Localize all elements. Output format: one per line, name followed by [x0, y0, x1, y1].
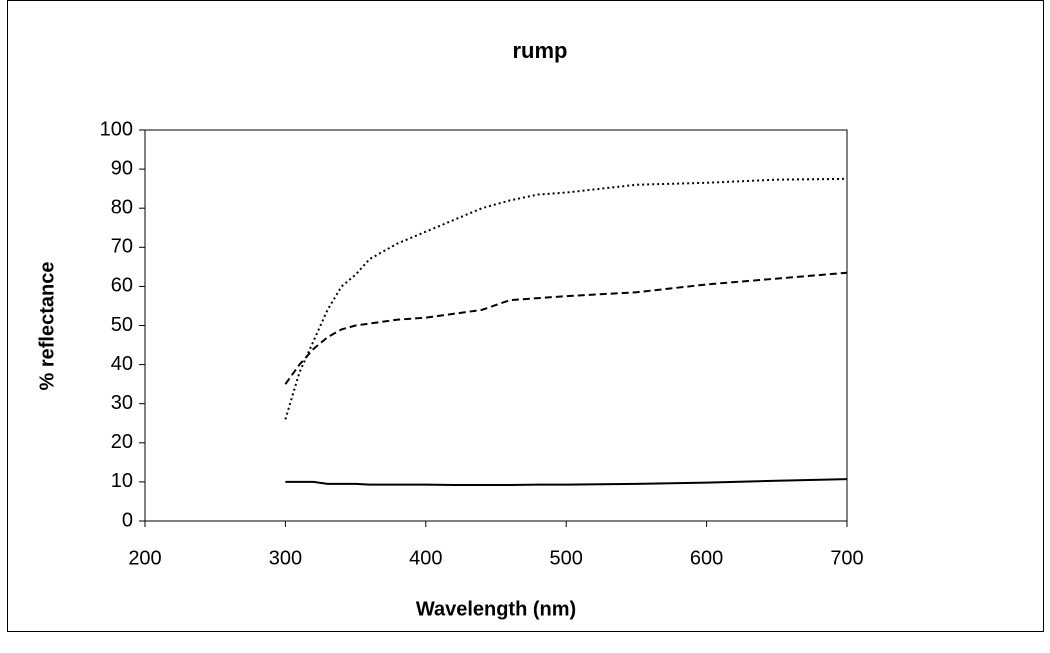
x-tick-label: 700: [830, 547, 863, 569]
chart-title: rump: [513, 38, 568, 63]
x-tick-label: 400: [409, 547, 442, 569]
x-tick-label: 300: [269, 547, 302, 569]
series-line: [285, 478, 848, 487]
series-line: [284, 271, 848, 385]
y-tick-label: 20: [111, 431, 133, 453]
series-line: [284, 177, 848, 420]
x-tick-label: 200: [128, 547, 161, 569]
y-tick-label: 60: [111, 275, 133, 297]
y-tick-label: 30: [111, 392, 133, 414]
y-tick-label: 90: [111, 157, 133, 179]
y-tick-label: 50: [111, 314, 133, 336]
y-tick-label: 10: [111, 470, 133, 492]
y-tick-label: 40: [111, 353, 133, 375]
x-tick-label: 500: [550, 547, 583, 569]
y-tick-label: 70: [111, 236, 133, 258]
chart-frame: [7, 0, 1044, 632]
y-tick-label: 100: [100, 118, 133, 140]
plot-area: [144, 129, 848, 522]
y-tick-label: 0: [122, 509, 133, 531]
y-axis-title: % reflectance: [36, 262, 58, 391]
x-tick-label: 600: [690, 547, 723, 569]
y-tick-label: 80: [111, 196, 133, 218]
x-axis-title: Wavelength (nm): [416, 598, 576, 620]
